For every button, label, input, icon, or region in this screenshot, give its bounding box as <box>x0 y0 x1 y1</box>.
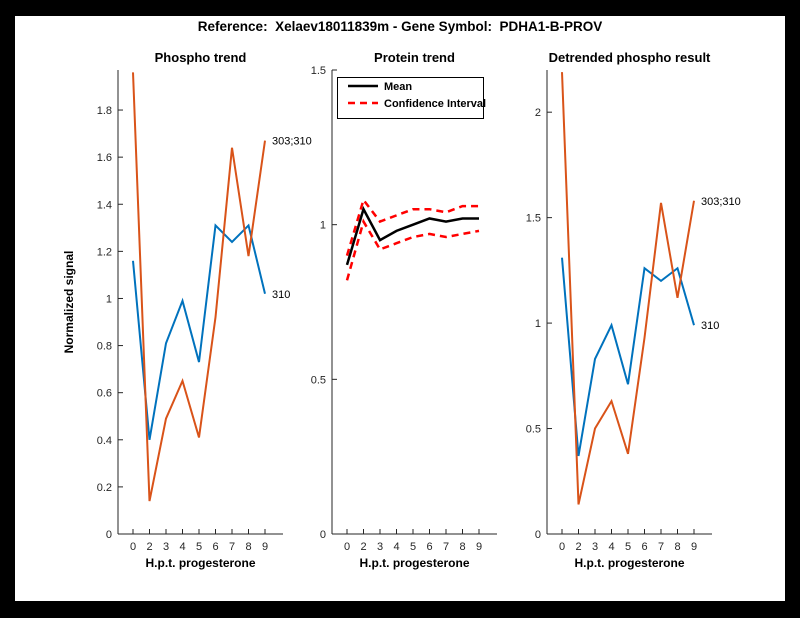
x-tick-label: 4 <box>179 541 185 553</box>
x-axis-label: H.p.t. progesterone <box>145 556 255 570</box>
x-tick-label: 2 <box>146 541 152 553</box>
x-tick-label: 0 <box>559 541 565 553</box>
x-tick-label: 4 <box>608 541 614 553</box>
legend-item-label: Confidence Interval <box>384 98 486 110</box>
x-tick-label: 3 <box>592 541 598 553</box>
y-tick-label: 1.4 <box>97 199 112 211</box>
x-tick-label: 7 <box>658 541 664 553</box>
series-end-label: 310 <box>701 320 719 332</box>
y-tick-label: 1.8 <box>97 105 112 117</box>
plot-title: Detrended phospho result <box>549 50 711 65</box>
series-ci-lower <box>345 218 480 281</box>
x-tick-label: 3 <box>163 541 169 553</box>
x-tick-label: 6 <box>426 541 432 553</box>
y-tick-label: 2 <box>535 107 541 119</box>
y-tick-label: 0 <box>535 529 541 541</box>
x-tick-label: 9 <box>476 541 482 553</box>
y-tick-label: 0.8 <box>97 341 112 353</box>
subplot-phospho-trend: Phospho trend 0 0.2 0.4 0.6 0.8 1 1.2 1.4 1.6 1.8 0… <box>62 50 312 570</box>
x-tick-label: 0 <box>344 541 350 553</box>
plot-title: Protein trend <box>374 50 455 65</box>
x-tick-label: 4 <box>393 541 399 553</box>
x-tick-label: 2 <box>360 541 366 553</box>
x-tick-label: 9 <box>262 541 268 553</box>
y-tick-label: 1.2 <box>97 246 112 258</box>
x-tick-label: 9 <box>691 541 697 553</box>
x-tick-label: 6 <box>212 541 218 553</box>
series-ci-upper <box>345 197 479 256</box>
series-303-310 <box>132 72 266 502</box>
y-tick-label: 0.2 <box>97 482 112 494</box>
x-axis-label: H.p.t. progesterone <box>574 556 684 570</box>
series-303-310 <box>561 72 695 505</box>
figure-title: Reference: Xelaev18011839m - Gene Symbol… <box>198 19 602 34</box>
series-310 <box>132 223 266 440</box>
y-tick-label: 1 <box>106 293 112 305</box>
legend-item-label: Mean <box>384 81 412 93</box>
x-tick-label: 5 <box>196 541 202 553</box>
y-tick-label: 1 <box>535 318 541 330</box>
x-tick-label: 2 <box>575 541 581 553</box>
series-end-label: 303;310 <box>272 136 312 148</box>
x-tick-label: 7 <box>443 541 449 553</box>
y-tick-label: 0 <box>106 529 112 541</box>
x-tick-label: 7 <box>229 541 235 553</box>
y-tick-label: 0.5 <box>311 374 326 386</box>
y-tick-label: 1 <box>320 220 326 232</box>
legend-box <box>337 77 484 119</box>
x-tick-label: 5 <box>625 541 631 553</box>
x-tick-label: 8 <box>674 541 680 553</box>
y-tick-label: 0 <box>320 529 326 541</box>
series-310 <box>561 257 695 457</box>
x-tick-label: 0 <box>130 541 136 553</box>
y-tick-label: 1.5 <box>311 65 326 77</box>
x-tick-label: 5 <box>410 541 416 553</box>
x-tick-label: 8 <box>245 541 251 553</box>
y-tick-label: 0.5 <box>526 424 541 436</box>
x-tick-label: 8 <box>459 541 465 553</box>
x-tick-label: 6 <box>641 541 647 553</box>
y-tick-label: 1.5 <box>526 213 541 225</box>
x-tick-label: 3 <box>377 541 383 553</box>
plot-title: Phospho trend <box>155 50 247 65</box>
y-axis-label: Normalized signal <box>62 251 76 354</box>
series-mean <box>345 205 479 266</box>
legend: Mean Confidence Interval <box>337 77 486 119</box>
x-axis-label: H.p.t. progesterone <box>359 556 469 570</box>
series-end-label: 310 <box>272 289 290 301</box>
y-tick-label: 0.6 <box>97 388 112 400</box>
y-tick-label: 0.4 <box>97 435 112 447</box>
series-end-label: 303;310 <box>701 196 741 208</box>
y-tick-label: 1.6 <box>97 152 112 164</box>
